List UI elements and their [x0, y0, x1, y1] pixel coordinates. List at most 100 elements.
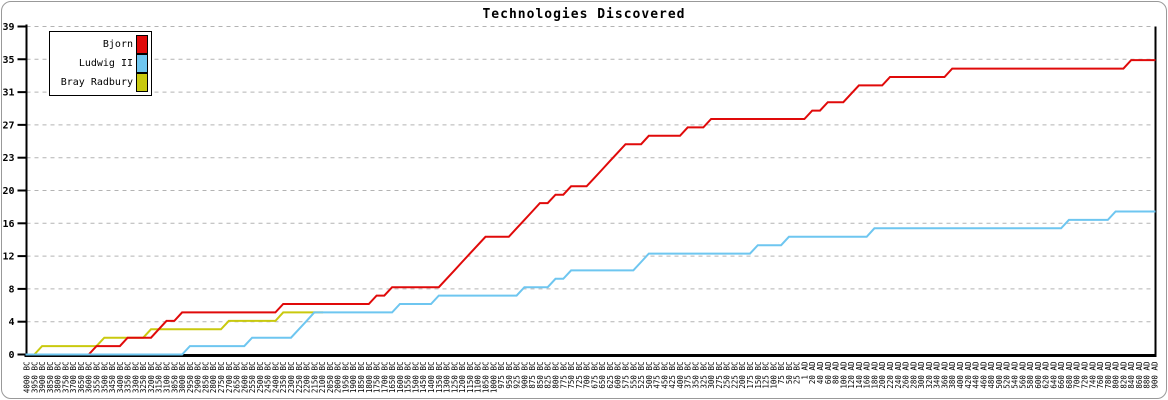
x-tick-label: 675 BC — [590, 362, 599, 389]
x-tick-label: 3850 BC — [46, 362, 55, 394]
x-tick-label: 275 BC — [715, 362, 724, 389]
y-tick-label: 20 — [2, 186, 14, 197]
x-tick-label: 640 AD — [1049, 361, 1058, 389]
x-tick-label: 450 BC — [660, 362, 669, 389]
x-tick-label: 1350 BC — [435, 362, 444, 394]
x-tick-label: 600 BC — [614, 362, 623, 389]
x-tick-label: 2150 BC — [310, 362, 319, 394]
x-tick-label: 160 AD — [863, 361, 872, 389]
x-tick-label: 880 AD — [1143, 361, 1152, 389]
y-tick-label: 8 — [8, 284, 14, 295]
legend-label: Bray Radbury — [60, 77, 133, 88]
legend-row: Bjorn — [52, 35, 148, 54]
x-tick-label: 2750 BC — [217, 362, 226, 394]
series-line-bjorn — [25, 59, 1156, 356]
x-tick-label: 2000 BC — [334, 362, 343, 394]
x-tick-label: 740 AD — [1088, 361, 1097, 389]
x-tick-label: 120 AD — [847, 361, 856, 389]
x-tick-label: 975 BC — [497, 362, 506, 389]
x-tick-label: 875 BC — [528, 362, 537, 389]
x-tick-label: 820 AD — [1119, 361, 1128, 389]
x-tick-label: 780 AD — [1104, 361, 1113, 389]
x-tick-label: 280 AD — [909, 361, 918, 389]
x-tick-label: 1050 BC — [481, 362, 490, 394]
x-tick-label: 40 AD — [816, 361, 825, 384]
x-tick-label: 3250 BC — [139, 362, 148, 394]
y-tick-label: 39 — [2, 22, 14, 33]
x-tick-label: 260 AD — [902, 361, 911, 389]
x-tick-label: 650 BC — [598, 362, 607, 389]
x-tick-label: 825 BC — [544, 362, 553, 389]
x-tick-label: 1800 BC — [365, 362, 374, 394]
legend-swatch — [136, 73, 148, 92]
x-tick-label: 3650 BC — [77, 362, 86, 394]
x-tick-label: 3900 BC — [38, 362, 47, 394]
x-tick-label: 560 AD — [1018, 361, 1027, 389]
x-tick-label: 2850 BC — [201, 362, 210, 394]
x-tick-label: 425 BC — [668, 362, 677, 389]
x-tick-label: 2600 BC — [240, 362, 249, 394]
x-tick-label: 325 BC — [699, 362, 708, 389]
x-tick-label: 2800 BC — [209, 362, 218, 394]
x-tick-label: 3550 BC — [93, 362, 102, 394]
x-tick-label: 360 AD — [940, 361, 949, 389]
x-tick-label: 2650 BC — [233, 362, 242, 394]
x-tick-label: 525 BC — [637, 362, 646, 389]
x-tick-label: 550 BC — [629, 362, 638, 389]
x-tick-label: 3600 BC — [85, 362, 94, 394]
x-tick-label: 575 BC — [622, 362, 631, 389]
x-tick-label: 420 AD — [964, 361, 973, 389]
x-tick-label: 1550 BC — [404, 362, 413, 394]
x-tick-label: 620 AD — [1042, 361, 1051, 389]
chart-title: Technologies Discovered — [482, 7, 686, 22]
x-tick-label: 3500 BC — [100, 362, 109, 394]
x-tick-label: 380 AD — [948, 361, 957, 389]
x-tick-label: 2900 BC — [194, 362, 203, 394]
x-tick-label: 375 BC — [684, 362, 693, 389]
x-tick-label: 1250 BC — [450, 362, 459, 394]
legend-label: Ludwig II — [78, 58, 133, 69]
x-tick-label: 2700 BC — [225, 362, 234, 394]
x-tick-label: 500 BC — [645, 362, 654, 389]
x-tick-label: 300 AD — [917, 361, 926, 389]
x-tick-label: 150 BC — [754, 362, 763, 389]
x-tick-label: 900 AD — [1151, 361, 1160, 389]
x-tick-label: 175 BC — [746, 362, 755, 389]
x-tick-label: 540 AD — [1010, 361, 1019, 389]
y-tick-label: 23 — [2, 153, 14, 164]
x-tick-label: 1150 BC — [466, 362, 475, 394]
x-tick-label: 340 AD — [933, 361, 942, 389]
x-tick-label: 20 AD — [808, 361, 817, 384]
x-tick-label: 750 BC — [567, 362, 576, 389]
x-tick-label: 1100 BC — [474, 362, 483, 394]
x-tick-label: 400 AD — [956, 361, 965, 389]
x-tick-label: 2500 BC — [256, 362, 265, 394]
x-tick-label: 250 BC — [723, 362, 732, 389]
x-tick-label: 350 BC — [692, 362, 701, 389]
x-tick-label: 800 BC — [551, 362, 560, 389]
x-tick-label: 4000 BC — [23, 362, 32, 394]
x-tick-label: 3150 BC — [155, 362, 164, 394]
x-tick-label: 180 AD — [870, 361, 879, 389]
x-tick-label: 2400 BC — [271, 362, 280, 394]
x-tick-label: 475 BC — [653, 362, 662, 389]
x-tick-label: 2950 BC — [186, 362, 195, 394]
x-tick-label: 3450 BC — [108, 362, 117, 394]
y-tick-label: 12 — [2, 252, 14, 263]
x-tick-label: 1200 BC — [458, 362, 467, 394]
x-tick-label: 725 BC — [575, 362, 584, 389]
x-tick-label: 1300 BC — [443, 362, 452, 394]
x-tick-label: 1400 BC — [427, 362, 436, 394]
x-tick-label: 220 AD — [886, 361, 895, 389]
x-tick-label: 775 BC — [559, 362, 568, 389]
x-tick-label: 3300 BC — [131, 362, 140, 394]
y-tick-label: 31 — [2, 88, 14, 99]
x-tick-label: 1650 BC — [388, 362, 397, 394]
y-tick-label: 27 — [2, 120, 14, 131]
x-tick-label: 2050 BC — [326, 362, 335, 394]
x-tick-label: 300 BC — [707, 362, 716, 389]
x-tick-label: 625 BC — [606, 362, 615, 389]
x-tick-label: 1750 BC — [373, 362, 382, 394]
x-tick-label: 3750 BC — [61, 362, 70, 394]
x-tick-label: 950 BC — [505, 362, 514, 389]
